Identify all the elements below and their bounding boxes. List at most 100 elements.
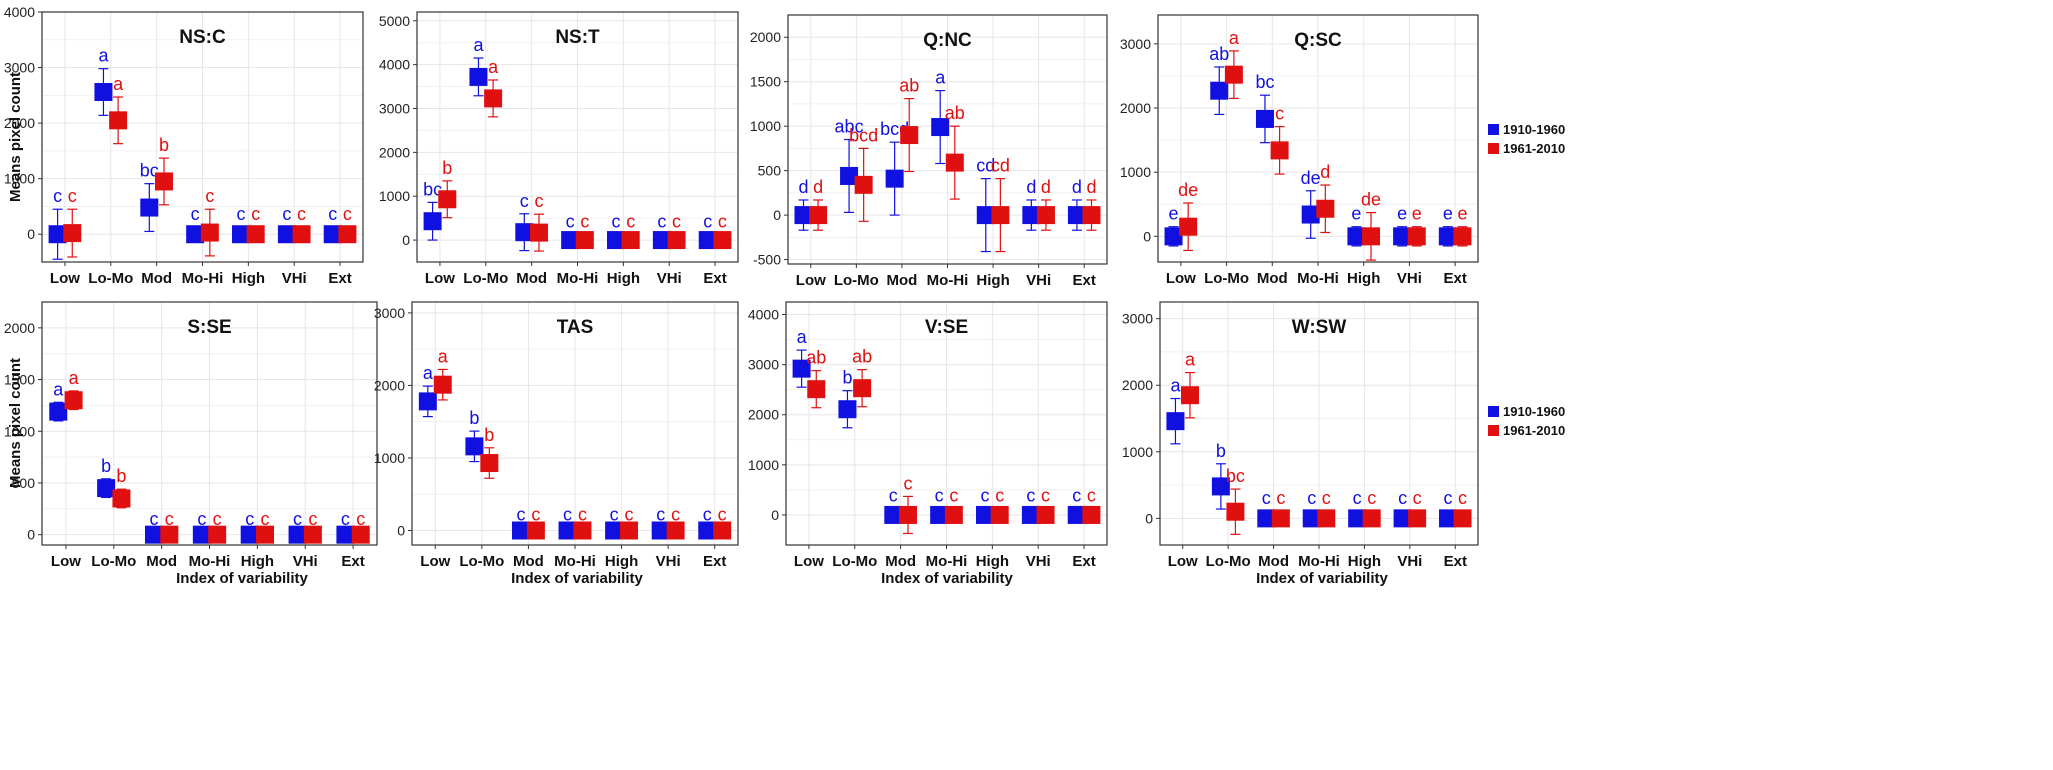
data-point <box>1226 502 1245 521</box>
significance-letter: c <box>1322 488 1331 508</box>
y-tick-label: 2000 <box>4 115 35 131</box>
significance-letter: d <box>1320 162 1330 182</box>
y-tick-label: 2000 <box>4 320 35 336</box>
y-tick-label: 1000 <box>374 450 405 466</box>
significance-letter: e <box>1397 204 1407 224</box>
significance-letter: c <box>261 509 270 529</box>
significance-letter: c <box>563 505 572 525</box>
x-tick-label: Ext <box>341 553 364 570</box>
y-tick-label: 2000 <box>379 144 410 160</box>
x-tick-label: Mod <box>141 270 172 287</box>
x-tick-label: Low <box>51 553 81 570</box>
legend-label: 1910-1960 <box>1503 122 1565 137</box>
significance-letter: b <box>101 456 111 476</box>
y-tick-label: 1000 <box>750 118 781 134</box>
data-point <box>1224 65 1243 84</box>
significance-letter: c <box>1413 488 1422 508</box>
significance-letter: c <box>293 509 302 529</box>
x-tick-label: VHi <box>1397 270 1422 287</box>
data-point <box>838 400 857 419</box>
y-tick-label: 2000 <box>1122 377 1153 393</box>
data-point <box>1082 505 1101 524</box>
gridlines <box>412 302 738 545</box>
x-tick-label: Low <box>50 270 80 287</box>
significance-letter: c <box>149 509 158 529</box>
data-point <box>809 206 828 225</box>
x-tick-label: High <box>607 270 640 287</box>
significance-letter: c <box>889 485 898 505</box>
legend: 1910-1960 1961-2010 <box>1488 122 1565 156</box>
data-point <box>144 525 163 544</box>
y-tick-label: 0 <box>27 226 35 242</box>
x-tick-label: Mo-Hi <box>189 553 231 570</box>
y-tick-label: 4000 <box>748 307 779 323</box>
significance-letter: bc <box>1255 72 1274 92</box>
data-point <box>990 505 1009 524</box>
panel-title: Q:NC <box>923 30 972 51</box>
data-point <box>256 525 275 544</box>
legend-swatch <box>1488 425 1499 436</box>
significance-letter: abc <box>835 117 864 137</box>
x-tick-label: VHi <box>1397 553 1422 570</box>
panel-title: W:SW <box>1292 317 1347 338</box>
significance-letter: cd <box>976 156 995 176</box>
gridlines <box>1158 15 1478 262</box>
data-point <box>575 231 594 250</box>
data-point <box>94 83 113 101</box>
y-tick-label: 1500 <box>750 74 781 90</box>
significance-letter: bc <box>1226 466 1245 486</box>
significance-letter: c <box>53 186 62 206</box>
significance-letter: bcd <box>849 125 878 145</box>
data-point <box>1393 227 1412 246</box>
data-point <box>1255 109 1274 128</box>
significance-letter: de <box>1301 168 1321 188</box>
data-point <box>465 437 484 456</box>
gridlines <box>788 15 1107 264</box>
significance-letter: c <box>297 204 306 224</box>
x-tick-label: Lo-Mo <box>1204 270 1249 287</box>
significance-letter: d <box>1072 177 1082 197</box>
y-tick-label: 3000 <box>748 357 779 373</box>
significance-letter: bc <box>140 161 159 181</box>
y-tick-label: 0 <box>771 507 779 523</box>
data-point <box>976 206 995 225</box>
y-tick-label: 0 <box>397 522 405 538</box>
data-point <box>292 225 311 244</box>
data-point <box>97 479 116 498</box>
data-point <box>1067 505 1086 524</box>
data-point <box>853 379 872 398</box>
x-tick-label: Mod <box>516 270 547 287</box>
data-point <box>303 525 322 544</box>
significance-letter: c <box>995 485 1004 505</box>
significance-letter: c <box>516 505 525 525</box>
significance-letter: c <box>935 485 944 505</box>
data-point <box>1270 141 1289 160</box>
x-tick-label: Mod <box>1258 553 1289 570</box>
panel-title: Q:SC <box>1294 30 1342 51</box>
significance-letter: b <box>469 408 479 428</box>
x-tick-label: VHi <box>657 270 682 287</box>
significance-letter: c <box>718 211 727 231</box>
significance-letter: c <box>656 505 665 525</box>
y-tick-label: 0 <box>1145 510 1153 526</box>
data-point <box>884 505 903 524</box>
data-point <box>713 231 732 250</box>
panel-title: S:SE <box>187 317 231 338</box>
x-tick-label: Ext <box>1444 553 1467 570</box>
data-point <box>418 392 437 411</box>
data-point <box>666 521 685 540</box>
data-point <box>240 525 259 544</box>
data-point <box>49 402 68 421</box>
x-tick-label: Mod <box>513 553 544 570</box>
significance-letter: c <box>1072 485 1081 505</box>
data-point <box>1439 509 1458 528</box>
significance-letter: c <box>610 505 619 525</box>
data-point <box>338 225 357 244</box>
data-point <box>1164 227 1183 246</box>
panel-title: TAS <box>557 317 594 338</box>
significance-letter: c <box>213 509 222 529</box>
data-point <box>112 489 131 508</box>
